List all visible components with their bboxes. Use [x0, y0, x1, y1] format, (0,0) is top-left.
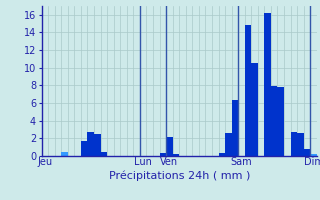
Bar	[100, 152, 107, 156]
Bar	[277, 87, 284, 156]
Bar	[81, 141, 87, 156]
Bar	[304, 149, 310, 156]
Bar	[271, 86, 277, 156]
Bar	[173, 154, 179, 156]
Bar	[166, 137, 173, 156]
Bar	[264, 13, 271, 156]
Bar	[61, 152, 68, 156]
Bar	[310, 154, 317, 156]
X-axis label: Précipitations 24h ( mm ): Précipitations 24h ( mm )	[108, 170, 250, 181]
Bar	[232, 100, 238, 156]
Bar	[251, 63, 258, 156]
Bar	[160, 153, 166, 156]
Bar	[297, 133, 304, 156]
Bar	[87, 132, 94, 156]
Bar	[219, 153, 225, 156]
Bar	[291, 132, 297, 156]
Bar	[225, 133, 232, 156]
Bar	[94, 134, 100, 156]
Bar	[245, 25, 251, 156]
